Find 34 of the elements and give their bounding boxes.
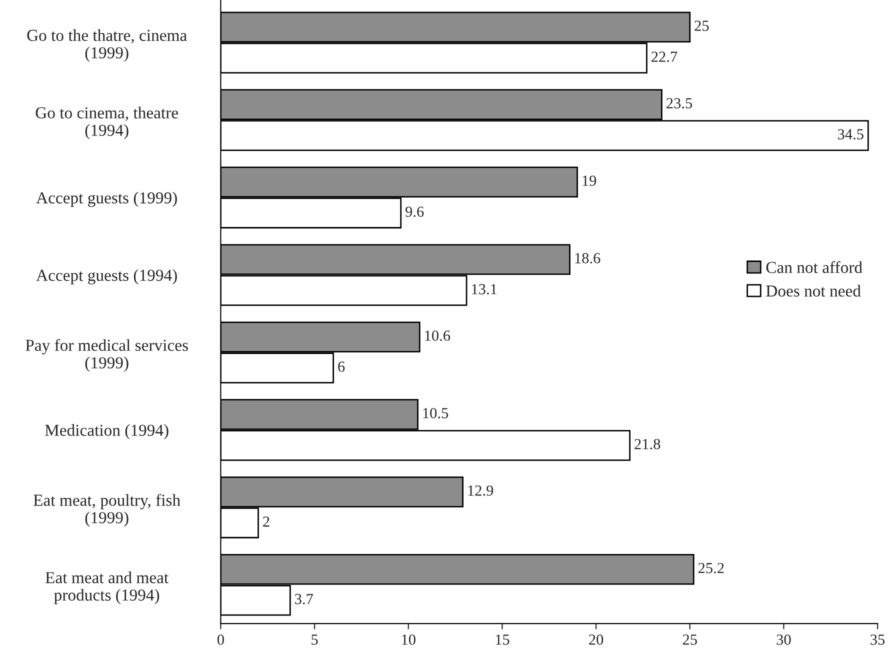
data-label: 23.5	[666, 98, 692, 108]
x-tick-label: 30	[776, 634, 791, 645]
x-tick-label: 5	[312, 634, 318, 645]
y-tick-label: Eat meat and meat products (1994)	[46, 572, 169, 604]
data-label: 19	[582, 176, 596, 186]
data-label: 25	[694, 20, 709, 31]
legend-label: Can not afford	[766, 261, 862, 274]
x-tick-label: 10	[402, 634, 416, 645]
data-label: 21.8	[634, 438, 660, 450]
data-label: 13.1	[472, 284, 497, 294]
legend-label: Does not need	[766, 284, 861, 297]
x-tick-label: 20	[589, 634, 604, 645]
data-label: 10.6	[425, 330, 450, 341]
y-tick-label: Medication (1994)	[45, 424, 168, 440]
y-tick-label: Eat meat, poultry, fish (1999)	[34, 494, 180, 527]
data-label: 25.2	[698, 562, 724, 574]
data-label: 3.7	[295, 594, 313, 604]
x-tick-label: 15	[496, 634, 510, 645]
data-label: 9.6	[406, 206, 424, 217]
data-label: 18.6	[575, 253, 600, 264]
x-tick-label: 25	[682, 634, 697, 645]
data-label: 22.7	[652, 52, 678, 62]
data-label: 10.5	[423, 408, 448, 418]
x-tick-label: 0	[217, 634, 224, 645]
data-label: 6	[338, 362, 345, 372]
data-label: 34.5	[838, 129, 864, 140]
y-tick-label: Accept guests (1999)	[36, 192, 177, 207]
y-tick-label: Go to cinema, theatre (1994)	[36, 106, 178, 140]
data-label: 12.9	[468, 485, 494, 496]
y-tick-label: Go to the thatre, cinema (1999)	[27, 29, 187, 62]
data-label: 2	[263, 516, 270, 527]
y-tick-label: Pay for medical services (1999)	[26, 339, 188, 372]
y-tick-label: Accept guests (1994)	[36, 269, 177, 284]
x-tick-label: 35	[870, 634, 885, 645]
